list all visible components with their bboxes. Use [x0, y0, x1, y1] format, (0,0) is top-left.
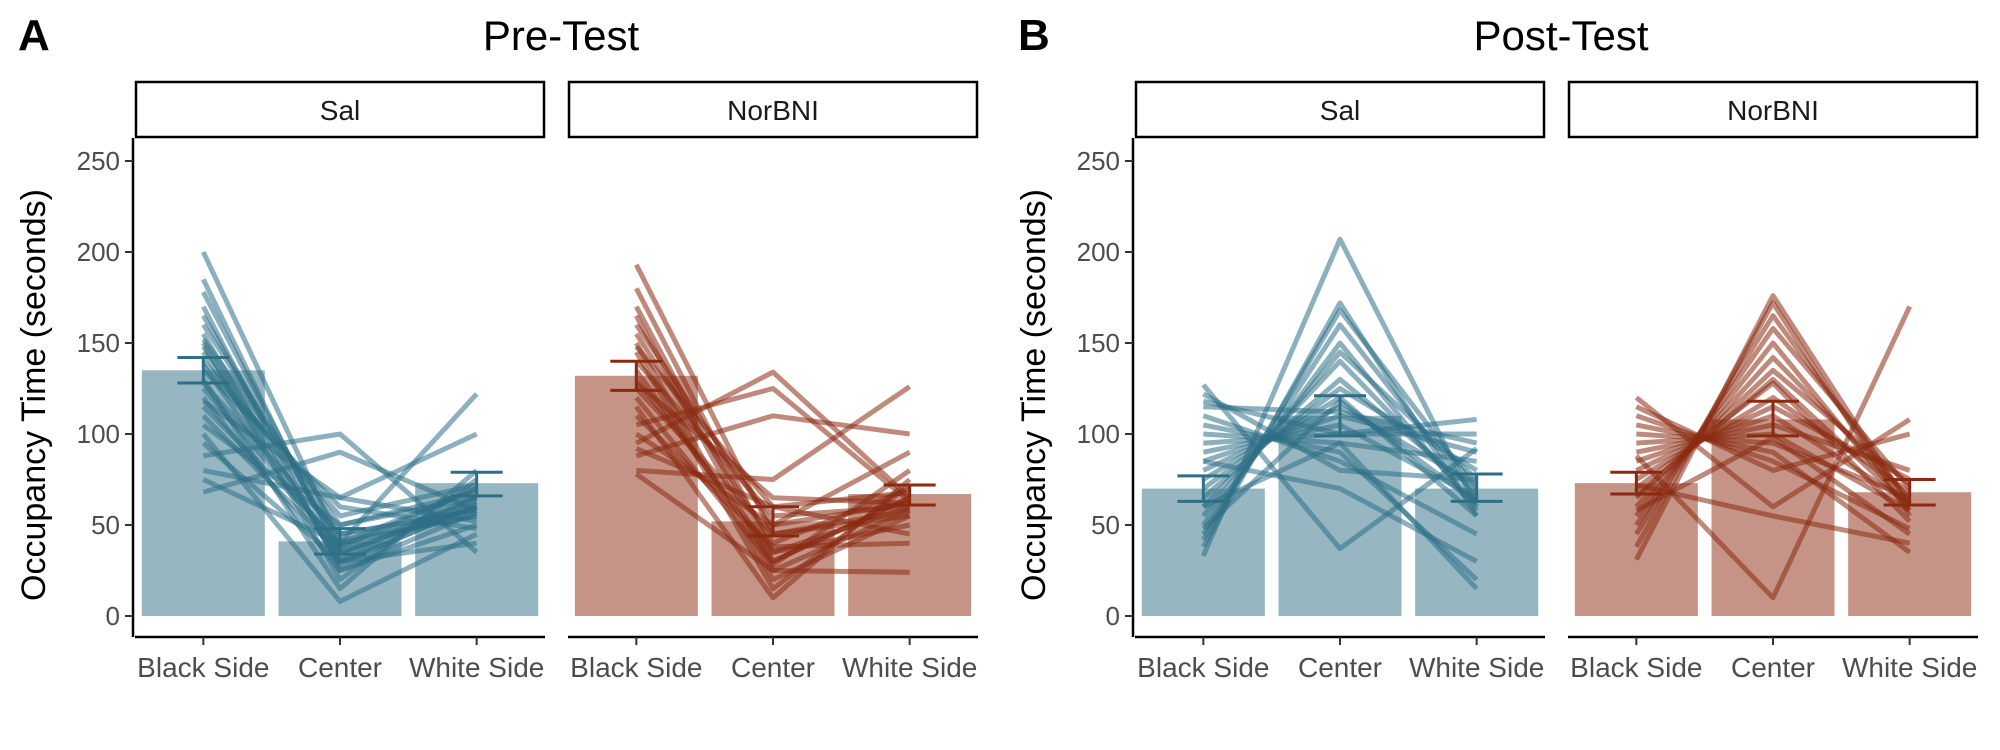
panel-b-facet-sal-subject-line-21 [1201, 383, 1479, 552]
panel-a-facet-sal-x-tick-label-black-side: Black Side [137, 652, 269, 683]
panel-a-y-axis-title: Occupancy Time (seconds) [15, 189, 53, 601]
panel-b-plot: 0 50 100 150 200 250 Sal Black Side Center White … [1077, 80, 1979, 683]
panel-a-facet-norbni-error-bar-white-side [883, 483, 936, 507]
panel-a-facet-norbni-subject-line-21 [635, 413, 910, 459]
panel-a-facet-norbni-subject-line-18 [635, 386, 912, 504]
panel-a-facet-sal: Sal Black Side Center White Side [134, 80, 546, 683]
panel-b-facet-norbni-error-bar-white-side [1883, 478, 1936, 507]
panel-b-facet-norbni-error-bar-center [1747, 399, 1799, 438]
panel-b-facet-sal-x-tick-label-black-side: Black Side [1137, 652, 1269, 683]
panel-a-letter: A [18, 11, 50, 60]
panel-b-facet-sal-subject-line-23 [1202, 458, 1478, 564]
panel-a-facet-sal-strip [134, 80, 546, 139]
panel-a-y-tick-label-50: 50 [91, 510, 120, 540]
panel-b-facet-norbni-subject-line-18 [1634, 395, 1912, 510]
panel-a-facet-norbni-error-bar-center [747, 505, 799, 538]
panel-b-facet-sal-x-tick-label-white-side: White Side [1409, 652, 1544, 683]
panel-a-facet-sal-subject-line-24 [201, 441, 477, 564]
panel-a-facet-norbni: NorBNI Black Side Center White Side [567, 80, 979, 683]
panel-a-facet-sal-subject-line-25 [202, 431, 479, 555]
panel-b-y-tick-label-100: 100 [1077, 419, 1120, 449]
panel-b: B Post-Test Occupancy Time (seconds) 0 50… [1015, 11, 1979, 683]
panel-a-facet-sal-error-bar-white-side [450, 470, 503, 498]
panel-b-facet-sal-subject-line-20 [1202, 391, 1477, 482]
panel-b-facet-norbni-bar-white-side [1848, 492, 1972, 616]
panel-a-y-tick-label-0: 0 [106, 601, 120, 631]
panel-a-facet-norbni-x-tick-label-white-side: White Side [842, 652, 977, 683]
panel-a-facet-sal-error-bar-center [314, 527, 366, 556]
panel-a-facet-sal-error-bar-black-side [177, 356, 230, 385]
panel-b-facet-norbni-x-tick-label-center: Center [1731, 652, 1815, 683]
panel-a-facet-norbni-subject-line-20 [635, 369, 912, 500]
panel-b-facet-sal: Sal Black Side Center White Side [1134, 80, 1546, 683]
panel-b-facet-norbni-subject-line-19 [1634, 305, 1912, 601]
panel-a-y-tick-label-200: 200 [77, 237, 120, 267]
panel-b-facet-norbni-subject-line-9 [1635, 395, 1912, 495]
panel-a-facet-sal-x-tick-label-center: Center [298, 652, 382, 683]
panel-a-title: Pre-Test [483, 12, 640, 59]
panel-a-facet-norbni-subject-line-17 [634, 413, 910, 550]
panel-b-facet-norbni-strip-label: NorBNI [1727, 95, 1819, 126]
panel-a-facet-sal-subject-line-23 [201, 432, 478, 604]
panel-b-facet-sal-error-bar-white-side [1450, 472, 1503, 503]
panel-a-plot: 0 50 100 150 200 250 Sal Black Side Center White … [77, 80, 979, 683]
panel-b-facet-norbni-subject-line-22 [1634, 376, 1912, 509]
panel-b-facet-sal-strip [1134, 80, 1546, 139]
panel-b-y-tick-label-200: 200 [1077, 237, 1120, 267]
panel-a-facet-norbni-x-tick-label-black-side: Black Side [570, 652, 702, 683]
panel-b-facet-norbni-subject-line-21 [1635, 435, 1912, 537]
panel-a-facet-norbni-x-tick-label-center: Center [731, 652, 815, 683]
panel-a-y-tick-label-150: 150 [77, 328, 120, 358]
panel-b-facet-sal-strip-label: Sal [1320, 95, 1360, 126]
panel-a-facet-norbni-strip [567, 80, 979, 139]
panel-b-letter: B [1018, 11, 1050, 60]
panel-b-facet-norbni-x-tick-label-white-side: White Side [1842, 652, 1977, 683]
panel-b-facet-norbni-x-tick-label-black-side: Black Side [1570, 652, 1702, 683]
panel-b-facet-sal-error-bar-center [1314, 394, 1366, 438]
panel-b-facet-norbni-strip [1567, 80, 1979, 139]
panel-b-facet-sal-x-tick-label-center: Center [1298, 652, 1382, 683]
panel-a-facet-norbni-subject-line-15 [634, 396, 912, 568]
panel-b-facet-norbni-subject-line-20 [1635, 482, 1911, 546]
panel-a-facet-norbni-subject-line-23 [634, 471, 910, 575]
panel-b-facet-norbni: NorBNI Black Side Center White Side [1567, 80, 1979, 683]
panel-b-facet-norbni-error-bar-black-side [1610, 470, 1663, 496]
panel-a-y-tick-label-250: 250 [77, 146, 120, 176]
panel-b-y-tick-label-50: 50 [1091, 510, 1120, 540]
panel-b-y-tick-label-150: 150 [1077, 328, 1120, 358]
panel-a-facet-norbni-error-bar-black-side [610, 359, 663, 392]
panel-b-y-axis-title: Occupancy Time (seconds) [1015, 189, 1053, 601]
panel-b-title: Post-Test [1473, 12, 1648, 59]
panel-a-facet-norbni-subject-line-22 [636, 384, 912, 482]
panel-b-y-tick-label-0: 0 [1106, 601, 1120, 631]
panel-a-facet-norbni-strip-label: NorBNI [727, 95, 819, 126]
panel-a-facet-sal-x-tick-label-white-side: White Side [409, 652, 544, 683]
panel-a-facet-sal-subject-line-22 [201, 422, 478, 528]
panel-b-facet-sal-subject-line-9 [1201, 386, 1478, 491]
panel-a-facet-sal-strip-label: Sal [320, 95, 360, 126]
panel-a: A Pre-Test Occupancy Time (seconds) 0 50 1… [15, 11, 979, 683]
panel-b-facet-sal-subject-line-17 [1202, 413, 1478, 537]
panel-b-facet-sal-error-bar-black-side [1177, 474, 1230, 503]
panel-a-facet-sal-subject-line-28 [202, 449, 478, 513]
panel-b-y-tick-label-250: 250 [1077, 146, 1120, 176]
panel-a-y-tick-label-100: 100 [77, 419, 120, 449]
